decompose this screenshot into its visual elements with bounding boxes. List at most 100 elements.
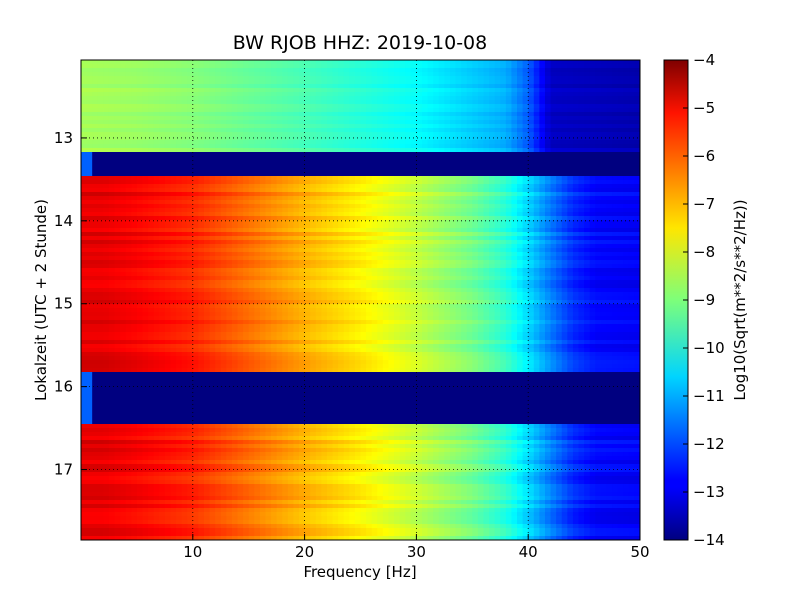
y-tick-label: 17 — [54, 461, 73, 479]
spectrogram-row — [81, 296, 640, 301]
spectrogram-row — [81, 256, 640, 261]
spectrogram-row — [81, 152, 640, 157]
spectrogram-row — [81, 156, 640, 161]
spectrogram-row — [81, 336, 640, 341]
spectrogram-row — [81, 72, 640, 77]
x-tick-label: 40 — [519, 543, 538, 561]
spectrogram-row — [81, 356, 640, 361]
spectrogram-row — [81, 308, 640, 313]
spectrogram-row — [81, 100, 640, 105]
spectrogram-row — [81, 68, 640, 73]
spectrogram-row — [81, 376, 640, 381]
spectrogram-row — [81, 496, 640, 501]
spectrogram-row — [81, 88, 640, 93]
spectrogram-row — [81, 348, 640, 353]
spectrogram-row — [81, 448, 640, 453]
chart-title: BW RJOB HHZ: 2019-10-08 — [233, 32, 487, 54]
y-tick-label: 15 — [54, 295, 73, 313]
spectrogram-row — [81, 76, 640, 81]
spectrogram-row — [81, 528, 640, 533]
spectrogram-row — [81, 360, 640, 365]
spectrogram-row — [81, 212, 640, 217]
colorbar-label: Log10(Sqrt(m**2/s**2/Hz)) — [731, 199, 749, 400]
spectrogram-row — [81, 396, 640, 401]
spectrogram-row — [81, 288, 640, 293]
spectrogram-row — [81, 84, 640, 89]
spectrogram-row — [81, 292, 640, 297]
spectrogram-row — [81, 92, 640, 97]
spectrogram-row — [81, 180, 640, 185]
spectrogram-row — [81, 220, 640, 225]
spectrogram-row — [81, 232, 640, 237]
colorbar-tick-label: −9 — [693, 291, 715, 309]
y-tick-label: 16 — [54, 378, 73, 396]
spectrogram-row — [81, 364, 640, 369]
spectrogram-row — [81, 96, 640, 101]
spectrogram-row — [81, 392, 640, 397]
colorbar-tick-label: −4 — [693, 51, 715, 69]
spectrogram-row — [81, 520, 640, 525]
colorbar-tick-label: −10 — [693, 339, 725, 357]
colorbar-tick-label: −6 — [693, 147, 715, 165]
spectrogram-row — [81, 324, 640, 329]
x-axis: 10 20 30 40 50 — [183, 534, 650, 561]
spectrogram-row — [81, 148, 640, 153]
spectrogram-row — [81, 380, 640, 385]
spectrogram-row — [81, 492, 640, 497]
spectrogram-row — [81, 388, 640, 393]
spectrogram-row — [81, 112, 640, 117]
spectrogram-row — [81, 248, 640, 253]
spectrogram-row — [81, 456, 640, 461]
spectrogram-row — [81, 204, 640, 209]
spectrogram-row — [81, 516, 640, 521]
grid-lines — [81, 60, 640, 540]
spectrogram-row — [81, 532, 640, 537]
spectrogram-row — [81, 320, 640, 325]
spectrogram-row — [81, 504, 640, 509]
spectrogram-row — [81, 300, 640, 305]
spectrogram-row — [81, 424, 640, 429]
spectrogram-row — [81, 168, 640, 173]
spectrogram-row — [81, 344, 640, 349]
spectrogram-row — [81, 192, 640, 197]
spectrogram-row — [81, 128, 640, 133]
spectrogram-row — [81, 428, 640, 433]
spectrogram-row — [81, 332, 640, 337]
spectrogram-row — [81, 352, 640, 357]
spectrogram-row — [81, 252, 640, 257]
spectrogram-row — [81, 280, 640, 285]
colorbar-tick-label: −7 — [693, 195, 715, 213]
spectrogram-row — [81, 188, 640, 193]
spectrogram-row — [81, 536, 640, 540]
spectrogram-row — [81, 140, 640, 145]
spectrogram-row — [81, 464, 640, 469]
spectrogram-row — [81, 260, 640, 265]
spectrogram-row — [81, 432, 640, 437]
y-tick-label: 13 — [54, 129, 73, 147]
plot-frame — [80, 59, 641, 541]
spectrogram-row — [81, 476, 640, 481]
spectrogram-row — [81, 484, 640, 489]
colorbar — [663, 59, 689, 541]
spectrogram-row — [81, 488, 640, 493]
spectrogram-row — [81, 240, 640, 245]
spectrogram-row — [81, 228, 640, 233]
spectrogram-row — [81, 124, 640, 129]
spectrogram-row — [81, 200, 640, 205]
spectrogram-row — [81, 120, 640, 125]
y-axis: 13 14 15 16 17 — [54, 129, 87, 479]
spectrogram-row — [81, 164, 640, 169]
spectrogram-row — [81, 208, 640, 213]
spectrogram-row — [81, 400, 640, 405]
spectrogram-row — [81, 136, 640, 141]
spectrogram-row — [81, 472, 640, 477]
spectrogram-row — [81, 236, 640, 241]
colorbar-tick-label: −12 — [693, 435, 725, 453]
spectrogram-row — [81, 284, 640, 289]
spectrogram-row — [81, 108, 640, 113]
spectrogram-row — [81, 416, 640, 421]
spectrogram-row — [81, 196, 640, 201]
colorbar-ticks: −4 −5 −6 −7 −8 −9 −10 −11 −12 −13 −14 — [683, 51, 725, 549]
spectrogram-row — [81, 500, 640, 505]
spectrogram-row — [81, 276, 640, 281]
